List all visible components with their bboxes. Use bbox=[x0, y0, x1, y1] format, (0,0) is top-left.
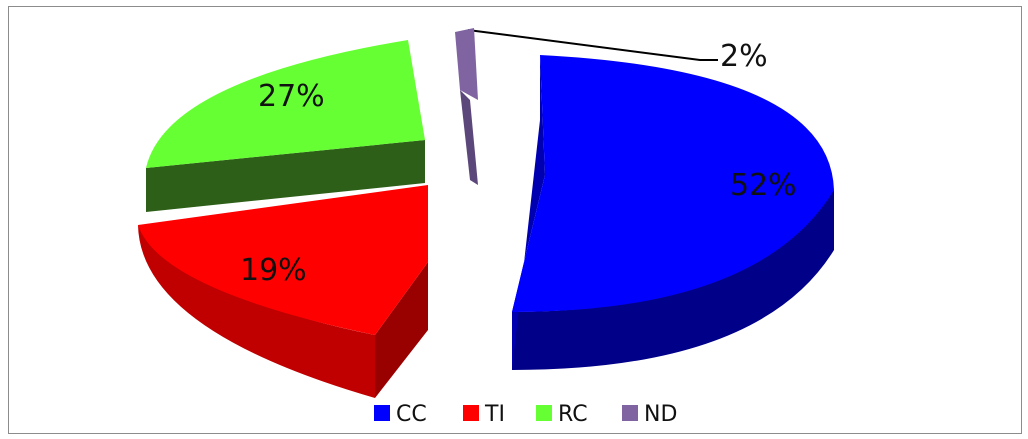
legend-label-cc: CC bbox=[396, 402, 427, 427]
slice-nd-side bbox=[460, 90, 478, 185]
slice-cc-top bbox=[512, 55, 834, 312]
slice-ti-top bbox=[138, 185, 428, 335]
legend-swatch-nd bbox=[622, 405, 638, 421]
legend-swatch-rc bbox=[536, 405, 552, 421]
legend: CC TI RC ND bbox=[374, 402, 677, 427]
label-rc: 27% bbox=[258, 79, 325, 114]
nd-leader-line bbox=[467, 29, 718, 61]
slice-ti-side bbox=[138, 225, 375, 398]
legend-swatch-ti bbox=[463, 405, 479, 421]
label-nd: 2% bbox=[720, 39, 768, 74]
slice-rc-side bbox=[146, 140, 425, 212]
legend-label-rc: RC bbox=[558, 402, 588, 427]
slice-rc-top bbox=[146, 40, 425, 168]
slice-cc-front bbox=[512, 190, 834, 370]
slice-ti-front bbox=[375, 262, 428, 398]
legend-label-nd: ND bbox=[644, 402, 677, 427]
legend-label-ti: TI bbox=[484, 402, 505, 427]
slice-nd bbox=[455, 28, 478, 185]
label-ti: 19% bbox=[240, 253, 307, 288]
slice-cc bbox=[512, 55, 834, 370]
slice-ti bbox=[138, 185, 428, 398]
label-cc: 52% bbox=[730, 168, 797, 203]
slice-nd-top bbox=[455, 28, 478, 100]
legend-swatch-cc bbox=[374, 405, 390, 421]
slice-rc bbox=[146, 40, 425, 212]
